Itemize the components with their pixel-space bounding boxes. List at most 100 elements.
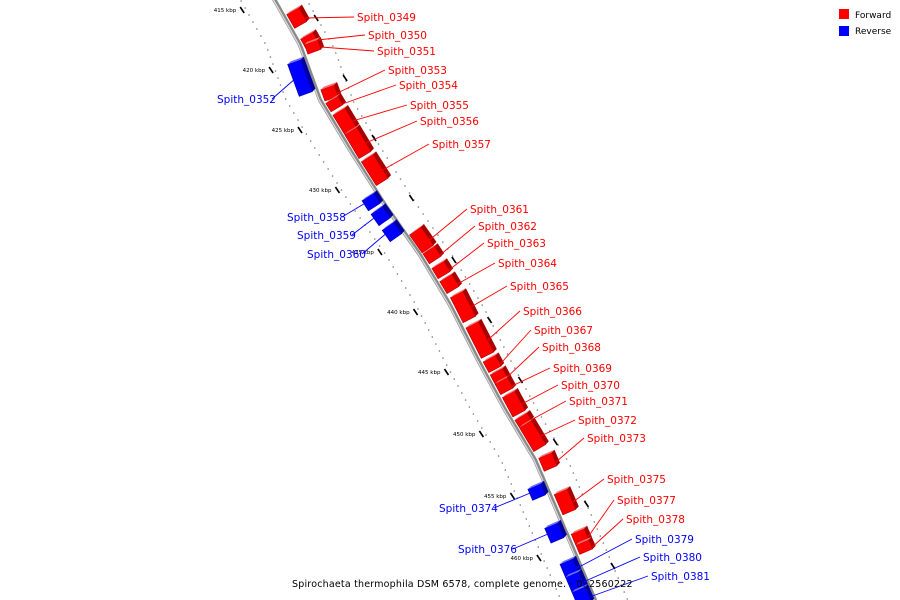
guide-dot bbox=[312, 10, 314, 12]
gene-label-spith_0364: Spith_0364 bbox=[498, 258, 557, 270]
leader-line bbox=[511, 367, 551, 387]
guide-dot bbox=[608, 556, 610, 558]
guide-dot bbox=[473, 290, 475, 292]
gene-top-face bbox=[422, 243, 438, 254]
gene-side-face bbox=[300, 56, 316, 92]
leader-line bbox=[317, 34, 366, 41]
guide-dot bbox=[356, 108, 359, 110]
gene-label-spith_0363: Spith_0363 bbox=[487, 238, 546, 250]
tick-mark-right bbox=[486, 316, 493, 324]
tick-mark-left bbox=[478, 430, 485, 438]
tick-label: 455 kbp bbox=[484, 494, 507, 500]
guide-dot bbox=[614, 570, 616, 572]
guide-dot bbox=[322, 161, 325, 163]
gene-side-face bbox=[334, 82, 342, 97]
gene-top-face bbox=[554, 486, 571, 495]
gene-spith_0372 bbox=[518, 417, 549, 453]
leader-line bbox=[429, 208, 468, 241]
guide-dot bbox=[575, 479, 578, 481]
gene-label-spith_0359: Spith_0359 bbox=[297, 230, 356, 242]
guide-dot bbox=[420, 315, 423, 317]
gene-spith_0360 bbox=[381, 219, 405, 243]
gene-side-face bbox=[531, 417, 549, 445]
gene-top-face bbox=[362, 190, 377, 201]
guide-dot bbox=[596, 528, 599, 530]
guide-dot bbox=[449, 371, 452, 373]
guide-dot bbox=[623, 591, 625, 593]
guide-dot bbox=[481, 427, 483, 429]
gene-spith_0376 bbox=[544, 519, 567, 544]
guide-dot bbox=[453, 378, 456, 380]
gene-spith_0357 bbox=[360, 151, 392, 187]
guide-dot bbox=[477, 297, 479, 299]
leader-line bbox=[576, 538, 633, 569]
gene-side-face bbox=[578, 568, 588, 587]
leader-line bbox=[271, 77, 297, 100]
guide-dot bbox=[352, 101, 355, 103]
gene-top-face bbox=[320, 82, 337, 90]
guide-dot bbox=[422, 213, 425, 215]
guide-dot bbox=[279, 84, 282, 86]
gene-spith_0369 bbox=[494, 374, 517, 396]
legend-forward-swatch bbox=[839, 9, 849, 19]
gene-top-face bbox=[490, 365, 506, 375]
guide-dot bbox=[324, 31, 326, 33]
guide-dot bbox=[464, 399, 467, 401]
leader-line bbox=[304, 16, 355, 19]
gene-side-face bbox=[298, 4, 310, 22]
tick-mark-right bbox=[517, 376, 524, 384]
gene-top-face bbox=[287, 56, 304, 65]
gene-label-spith_0376: Spith_0376 bbox=[458, 544, 517, 556]
guide-dot bbox=[472, 413, 475, 415]
gene-spith_0361 bbox=[409, 224, 437, 254]
guide-dot bbox=[388, 259, 390, 261]
gene-label-spith_0355: Spith_0355 bbox=[410, 100, 469, 112]
tick-label: 450 kbp bbox=[453, 432, 476, 438]
guide-dot bbox=[431, 336, 434, 338]
gene-spith_0352 bbox=[287, 56, 316, 97]
tick-mark-left bbox=[334, 186, 341, 194]
genome-backbone bbox=[272, 0, 598, 600]
tick-mark-right bbox=[583, 500, 590, 508]
leader-line bbox=[342, 84, 397, 105]
gene-top-face bbox=[439, 271, 455, 282]
guide-dot bbox=[374, 238, 376, 240]
guide-dot bbox=[354, 210, 357, 212]
gene-label-spith_0368: Spith_0368 bbox=[542, 342, 601, 354]
leader-line bbox=[365, 120, 418, 144]
guide-dot bbox=[359, 217, 361, 219]
guide-dot bbox=[256, 28, 258, 30]
gene-spith_0356 bbox=[344, 124, 374, 160]
gene-side-face bbox=[393, 219, 405, 234]
guide-dot bbox=[337, 59, 340, 61]
tick-mark-right bbox=[371, 134, 377, 142]
guide-dot bbox=[457, 385, 459, 387]
guide-dot bbox=[260, 35, 262, 37]
gene-label-spith_0381: Spith_0381 bbox=[651, 571, 710, 583]
guide-dot bbox=[240, 0, 242, 2]
gene-side-face bbox=[557, 519, 567, 538]
gene-top-face bbox=[571, 525, 588, 535]
leader-line bbox=[448, 242, 485, 271]
guide-dot bbox=[468, 406, 471, 408]
leader-line bbox=[320, 46, 375, 52]
leader-line bbox=[589, 575, 649, 598]
guide-dot bbox=[342, 73, 345, 75]
leader-line bbox=[341, 201, 368, 218]
guide-dot bbox=[277, 77, 279, 79]
gene-top-face bbox=[502, 388, 518, 398]
gene-spith_0349 bbox=[286, 4, 310, 29]
guide-dot bbox=[438, 350, 441, 352]
guide-dot bbox=[427, 329, 430, 331]
leader-line bbox=[512, 532, 551, 550]
legend: Forward Reverse bbox=[839, 9, 892, 37]
guide-dot bbox=[309, 140, 312, 142]
leader-line bbox=[591, 518, 624, 548]
gene-spith_0370 bbox=[501, 388, 529, 418]
guide-dot bbox=[497, 455, 500, 457]
gene-top-face bbox=[527, 480, 544, 490]
guide-dot bbox=[274, 70, 277, 72]
guide-dot bbox=[451, 255, 454, 257]
tick-mark-left bbox=[268, 66, 274, 74]
gene-spith_0381 bbox=[571, 583, 595, 600]
